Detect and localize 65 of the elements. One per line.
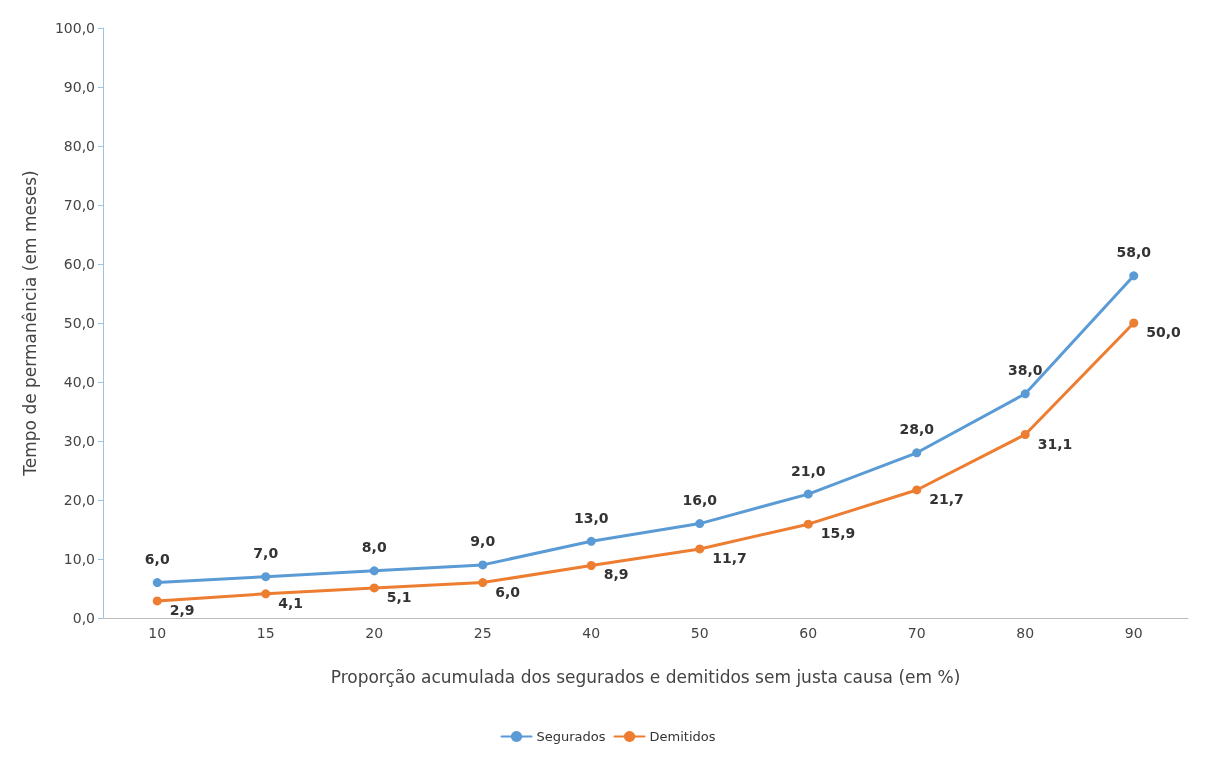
x-tick-label: 60	[799, 625, 818, 641]
point	[912, 485, 922, 495]
data-label: 28,0	[899, 421, 935, 438]
x-tick-label: 10	[148, 625, 167, 641]
x-tick-label: 50	[690, 625, 709, 641]
data-label: 38,0	[1007, 362, 1043, 379]
data-label: 50,0	[1146, 324, 1182, 340]
point	[261, 589, 271, 599]
data-label: 7,0	[253, 545, 279, 562]
x-tick-label: 40	[582, 625, 601, 641]
point	[261, 572, 271, 582]
data-label: 21,0	[790, 462, 826, 479]
y-tick-label: 10,0	[63, 551, 95, 567]
point	[1020, 389, 1030, 399]
data-label: 4,1	[278, 594, 304, 611]
data-label: 9,0	[470, 533, 496, 550]
x-tick-label: 90	[1124, 625, 1143, 641]
data-label: 2,9	[169, 601, 195, 618]
data-label: 6,0	[495, 583, 521, 600]
legend-label: Segurados	[536, 729, 606, 744]
point	[478, 560, 488, 570]
point	[695, 519, 705, 529]
x-tick-label: 80	[1016, 625, 1035, 641]
y-tick-label: 40,0	[63, 374, 95, 390]
y-tick-label: 0,0	[72, 610, 95, 626]
data-label: 8,0	[361, 539, 387, 556]
data-label: 31,1	[1037, 435, 1073, 452]
y-tick-label: 80,0	[63, 138, 95, 154]
point	[369, 566, 379, 576]
point	[152, 596, 162, 606]
point	[1020, 430, 1030, 440]
y-tick-label: 60,0	[63, 256, 95, 272]
point	[1129, 318, 1139, 328]
y-tick-label: 100,0	[54, 20, 95, 36]
data-label: 5,1	[386, 588, 412, 605]
point	[586, 560, 596, 570]
y-tick-label: 90,0	[63, 79, 95, 95]
legend-label: Demitidos	[649, 729, 716, 744]
data-label: 6,0	[144, 551, 170, 568]
y-tick-label: 70,0	[63, 197, 95, 213]
data-label: 16,0	[682, 492, 718, 509]
data-label: 58,0	[1116, 244, 1152, 261]
point	[1129, 271, 1139, 281]
x-axis-title: Proporção acumulada dos segurados e demitidos sem justa causa (em %)	[330, 666, 961, 687]
data-label: 13,0	[573, 509, 609, 526]
x-tick-label: 25	[473, 625, 492, 641]
point	[803, 489, 813, 499]
x-tick-label: 20	[365, 625, 384, 641]
y-tick-label: 20,0	[63, 492, 95, 508]
x-tick-label: 15	[256, 625, 275, 641]
data-label: 15,9	[820, 525, 856, 542]
data-label: 11,7	[712, 549, 747, 566]
x-tick-label: 70	[907, 625, 926, 641]
point	[695, 544, 705, 554]
data-label: 21,7	[929, 490, 964, 507]
point	[369, 583, 379, 593]
point	[478, 578, 488, 588]
data-label: 8,9	[603, 566, 629, 583]
point	[586, 536, 596, 546]
point	[912, 448, 922, 458]
point	[152, 578, 162, 588]
y-tick-label: 30,0	[63, 433, 95, 449]
point	[803, 519, 813, 529]
y-tick-label: 50,0	[63, 315, 95, 331]
y-axis-title: Tempo de permanência (em meses)	[19, 170, 40, 477]
